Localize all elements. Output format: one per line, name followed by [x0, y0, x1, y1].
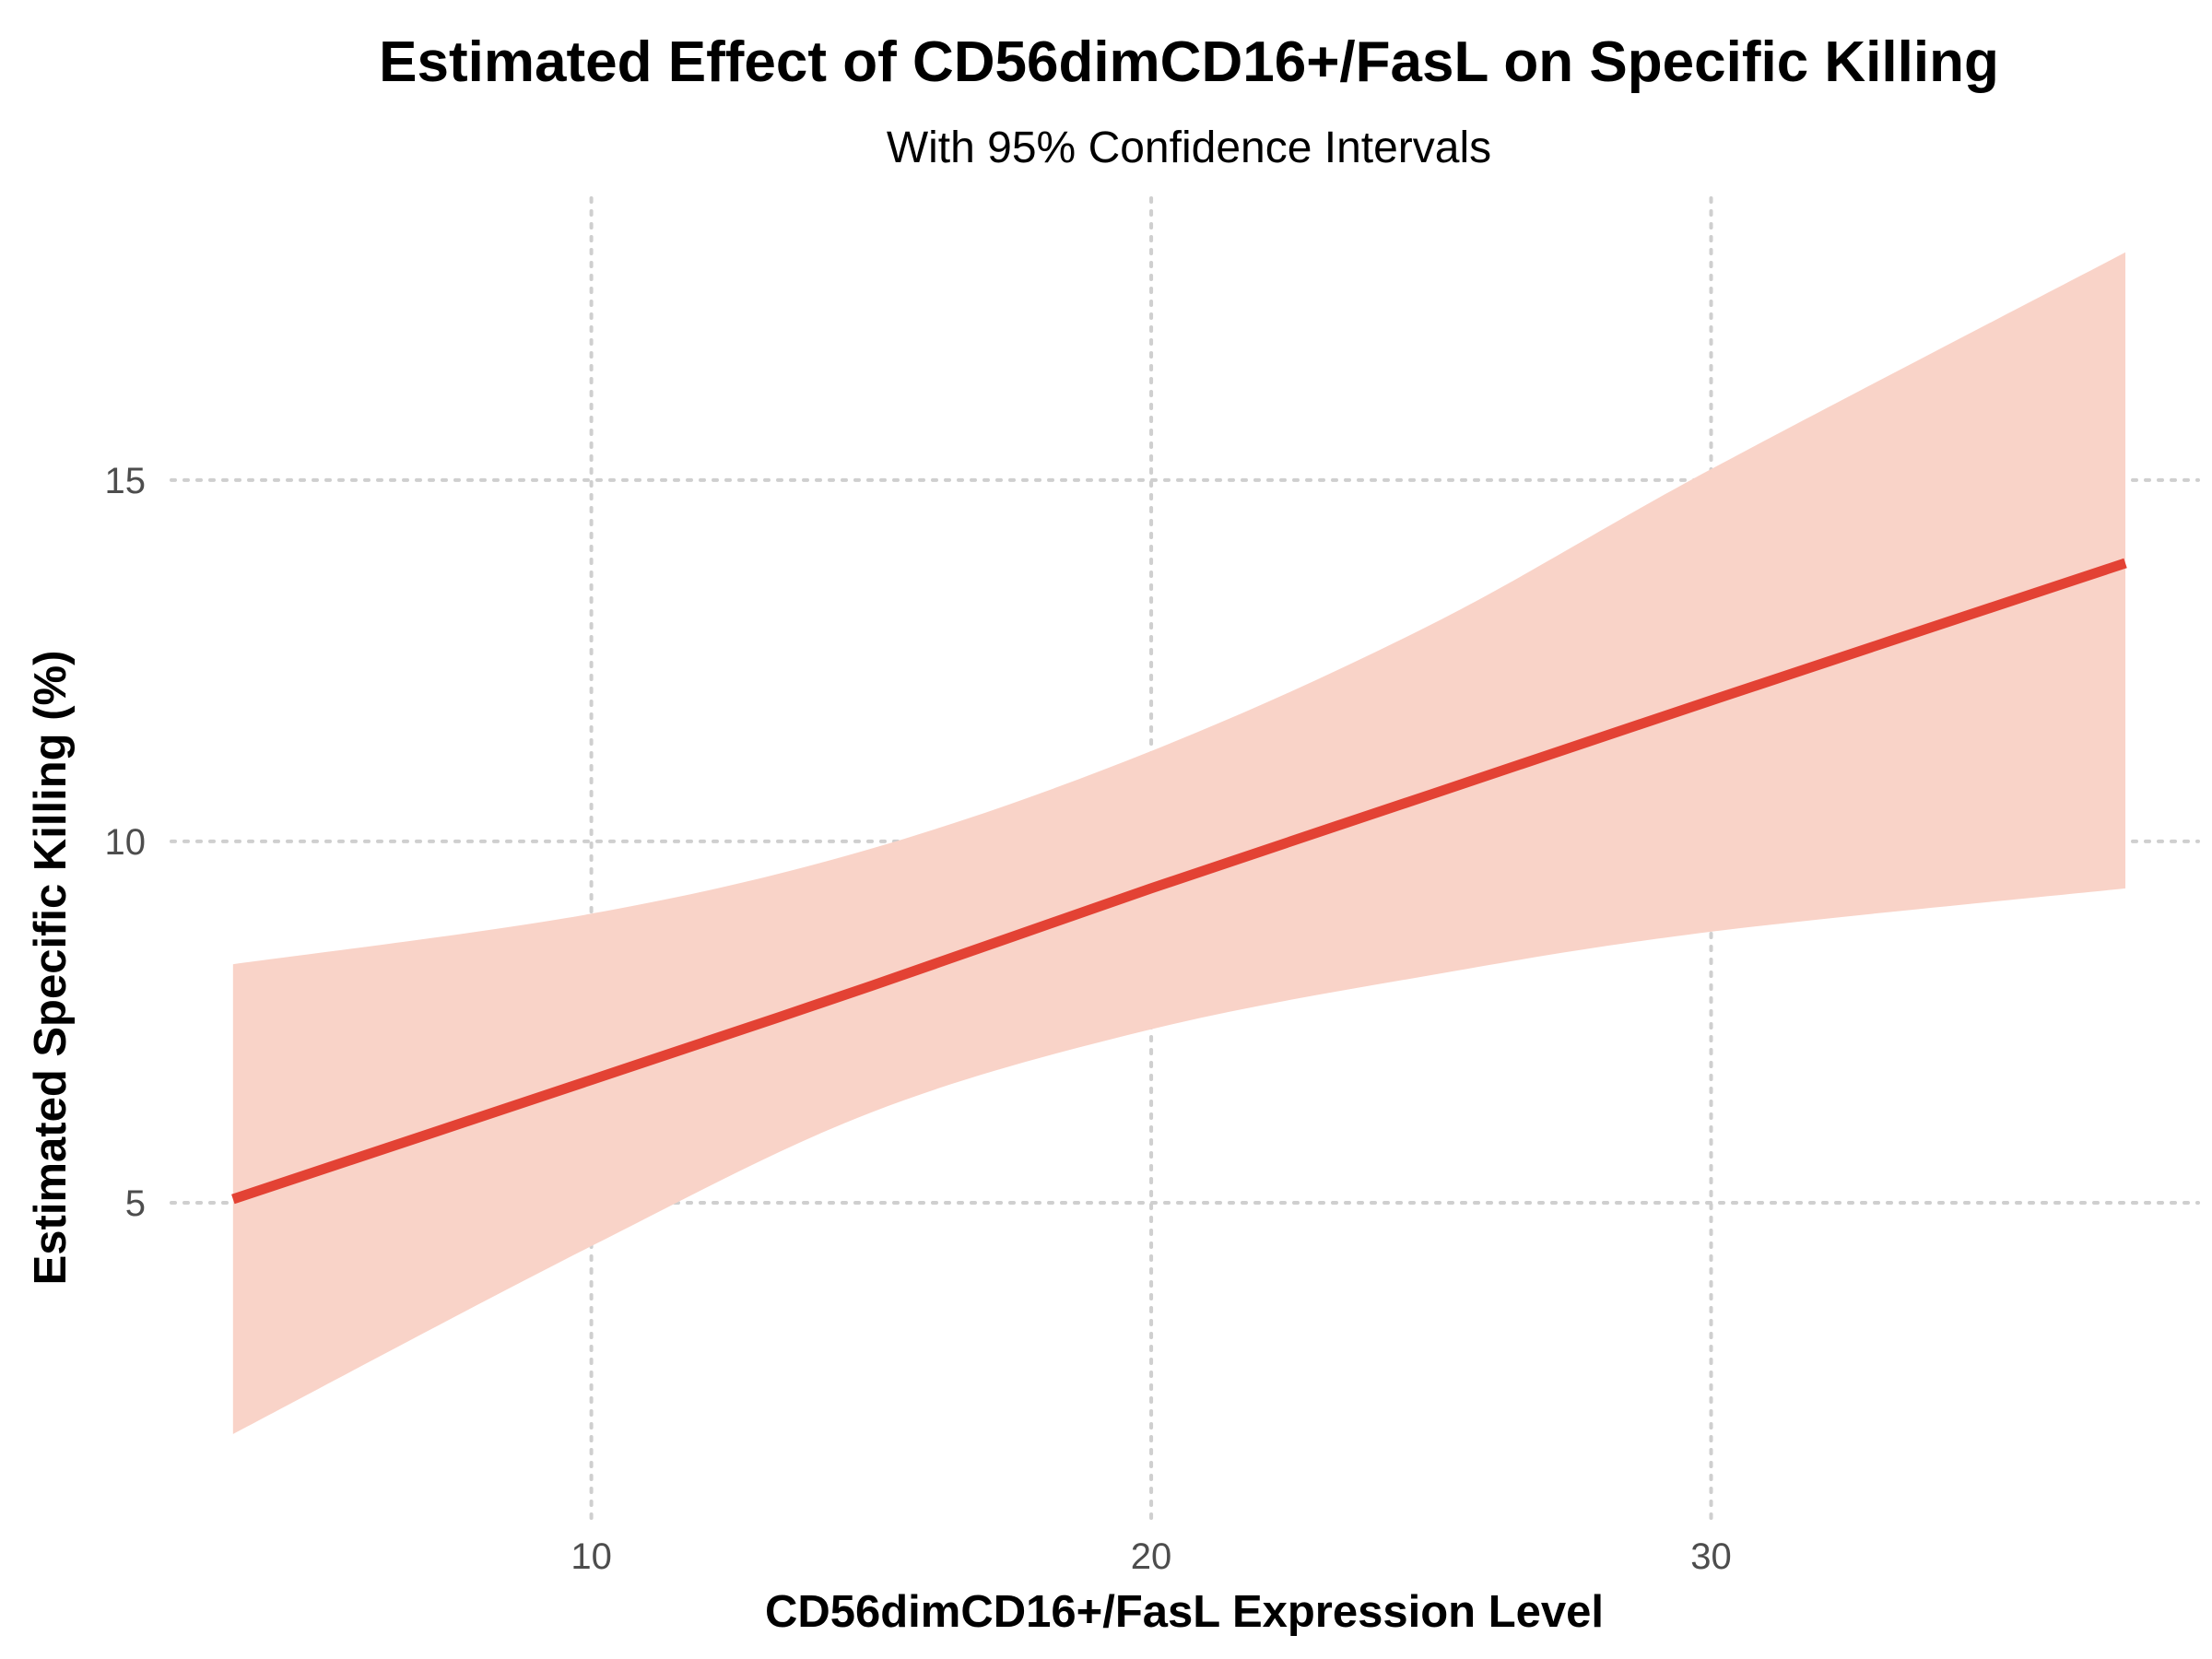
y-tick-label-5: 5 [125, 1183, 146, 1224]
confidence-band [232, 252, 2126, 1434]
estimate-line-layer [231, 558, 2127, 1205]
confidence-band-layer [232, 252, 2126, 1434]
estimate-line [231, 558, 2127, 1205]
x-tick-label-30: 30 [1690, 1536, 1732, 1577]
y-tick-label-15: 15 [105, 461, 147, 501]
chart-subtitle: With 95% Confidence Intervals [887, 124, 1491, 172]
x-tick-labels: 10 20 30 [571, 1536, 1731, 1577]
y-tick-label-10: 10 [105, 822, 147, 863]
y-axis-title: Estimated Specific Killing (%) [26, 651, 76, 1286]
x-tick-label-10: 10 [571, 1536, 612, 1577]
y-tick-labels: 5 10 15 [105, 461, 147, 1224]
x-tick-label-20: 20 [1131, 1536, 1172, 1577]
x-axis-title: CD56dimCD16+/FasL Expression Level [765, 1587, 1604, 1637]
chart-title: Estimated Effect of CD56dimCD16+/FasL on… [379, 30, 1999, 94]
